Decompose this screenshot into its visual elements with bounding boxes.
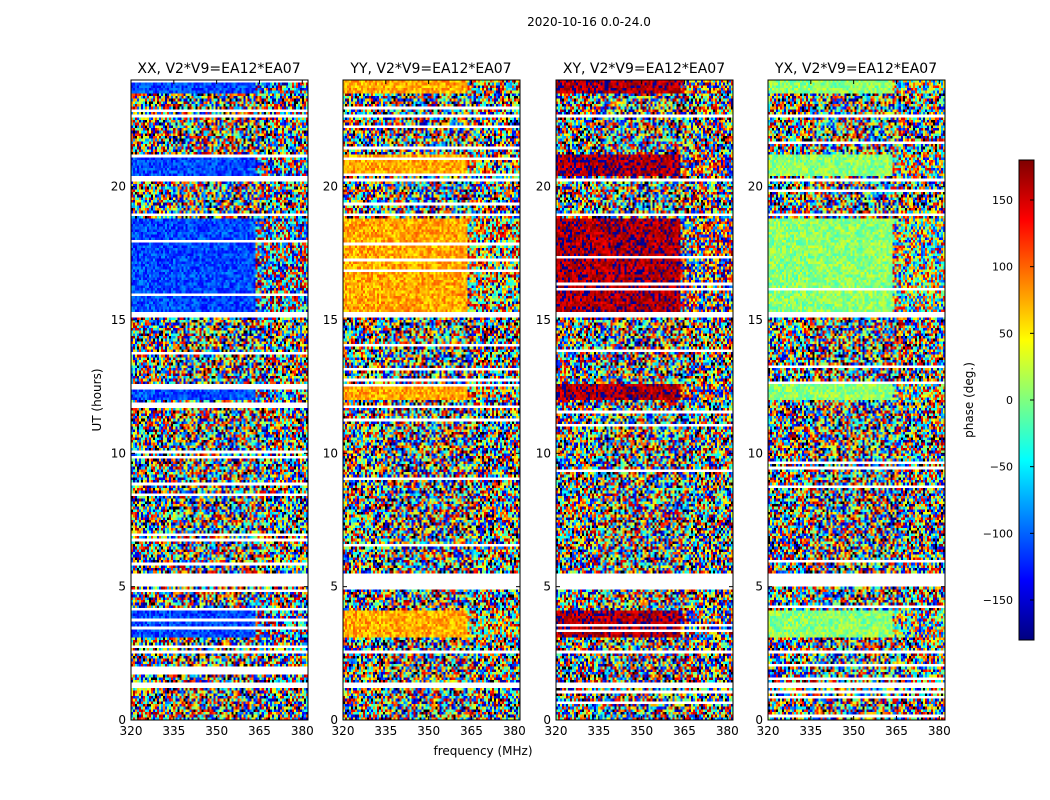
- y-tick-label: 0: [330, 713, 338, 727]
- x-tick-label: 380: [291, 724, 314, 738]
- phase-heatmap: [343, 80, 520, 720]
- y-tick-label: 0: [755, 713, 763, 727]
- panel-title: YX, V2*V9=EA12*EA07: [774, 61, 937, 77]
- y-tick-label: 15: [111, 313, 126, 327]
- x-tick-label: 320: [332, 724, 355, 738]
- x-ticks: 320 335 350 365 380: [757, 80, 951, 738]
- x-axis-label: frequency (MHz): [433, 744, 532, 758]
- y-ticks: 0 5 10 15 20: [323, 180, 520, 727]
- y-tick-label: 0: [118, 713, 126, 727]
- x-ticks: 320 335 350 365 380: [332, 80, 526, 738]
- panel-xy: XY, V2*V9=EA12*EA07 320 335 350 365 380 0 5 10…: [536, 61, 739, 738]
- y-tick-label: 0: [543, 713, 551, 727]
- x-tick-label: 320: [757, 724, 780, 738]
- x-tick-label: 380: [928, 724, 951, 738]
- colorbar-ticks: 150 100 50 0 −50 −100 −150: [983, 194, 1034, 607]
- x-tick-label: 365: [460, 724, 483, 738]
- x-tick-label: 350: [205, 724, 228, 738]
- y-tick-label: 15: [748, 313, 763, 327]
- phase-heatmap: [556, 80, 733, 720]
- x-tick-label: 365: [885, 724, 908, 738]
- y-tick-label: 5: [118, 580, 126, 594]
- x-tick-label: 380: [716, 724, 739, 738]
- panel-title: XX, V2*V9=EA12*EA07: [137, 61, 300, 77]
- y-tick-label: 10: [748, 446, 763, 460]
- y-axis-label: UT (hours): [90, 368, 104, 431]
- panel-yy: YY, V2*V9=EA12*EA07 320 335 350 365 380 0 5 10…: [323, 61, 526, 738]
- x-tick-label: 335: [162, 724, 185, 738]
- colorbar-tick-label: −50: [990, 461, 1013, 474]
- panel-frame: [555, 79, 734, 721]
- x-tick-label: 350: [630, 724, 653, 738]
- x-tick-label: 365: [673, 724, 696, 738]
- x-tick-label: 365: [248, 724, 271, 738]
- y-tick-label: 10: [323, 446, 338, 460]
- panel-plot-area: [343, 80, 520, 720]
- panel-yx: YX, V2*V9=EA12*EA07 320 335 350 365 380 0 5 10…: [748, 61, 951, 738]
- y-tick-label: 5: [755, 580, 763, 594]
- y-ticks: 0 5 10 15 20: [111, 180, 308, 727]
- colorbar-tick-label: −150: [983, 594, 1013, 607]
- chart-title: 2020-10-16 0.0-24.0: [527, 15, 651, 29]
- y-tick-label: 10: [536, 446, 551, 460]
- panel-xx: XX, V2*V9=EA12*EA07 320 335 350 365 380 0 5 10…: [111, 61, 314, 738]
- colorbar-label: phase (deg.): [962, 362, 976, 438]
- y-tick-label: 20: [536, 180, 551, 194]
- panel-frame: [767, 79, 946, 721]
- colorbar-tick-label: 100: [992, 261, 1013, 274]
- phase-heatmap: [131, 80, 308, 720]
- y-tick-label: 15: [536, 313, 551, 327]
- y-tick-label: 20: [323, 180, 338, 194]
- y-tick-label: 5: [330, 580, 338, 594]
- panel-plot-area: [131, 80, 308, 720]
- colorbar-tick-label: 150: [992, 194, 1013, 207]
- x-tick-label: 380: [503, 724, 526, 738]
- panel-title: XY, V2*V9=EA12*EA07: [563, 61, 725, 77]
- y-ticks: 0 5 10 15 20: [748, 180, 945, 727]
- panel-plot-area: [768, 80, 945, 720]
- x-tick-label: 350: [417, 724, 440, 738]
- x-tick-label: 335: [587, 724, 610, 738]
- x-tick-label: 320: [545, 724, 568, 738]
- x-tick-label: 335: [799, 724, 822, 738]
- y-tick-label: 20: [748, 180, 763, 194]
- y-tick-label: 15: [323, 313, 338, 327]
- colorbar-tick-label: −100: [983, 527, 1013, 540]
- x-tick-label: 320: [120, 724, 143, 738]
- x-ticks: 320 335 350 365 380: [120, 80, 314, 738]
- y-tick-label: 10: [111, 446, 126, 460]
- x-tick-label: 350: [842, 724, 865, 738]
- colorbar: 150 100 50 0 −50 −100 −150 phase (deg.): [962, 159, 1035, 641]
- panel-title: YY, V2*V9=EA12*EA07: [349, 61, 511, 77]
- colorbar-tick-label: 0: [1006, 394, 1013, 407]
- panel-frame: [130, 79, 309, 721]
- y-ticks: 0 5 10 15 20: [536, 180, 733, 727]
- y-tick-label: 5: [543, 580, 551, 594]
- panel-frame: [342, 79, 521, 721]
- colorbar-tick-label: 50: [999, 327, 1013, 340]
- phase-heatmap: [768, 80, 945, 720]
- y-tick-label: 20: [111, 180, 126, 194]
- x-ticks: 320 335 350 365 380: [545, 80, 739, 738]
- panel-plot-area: [556, 80, 733, 720]
- x-tick-label: 335: [374, 724, 397, 738]
